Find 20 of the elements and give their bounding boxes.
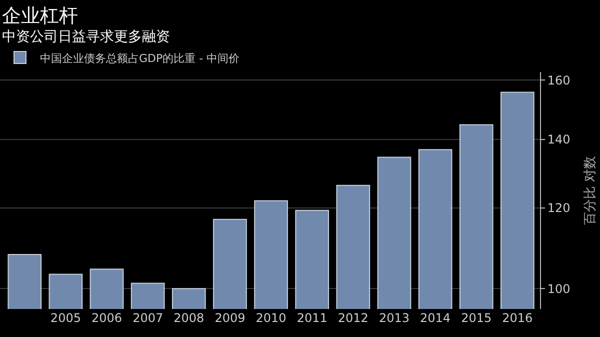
x-tick-label: 2016 <box>502 311 533 325</box>
x-tick-label: 2015 <box>461 311 492 325</box>
x-tick-label: 2009 <box>214 311 246 325</box>
x-tick-label: 2007 <box>132 311 164 325</box>
x-tick-label: 2012 <box>338 311 368 325</box>
x-tick-label: 2005 <box>50 311 81 325</box>
x-tick-label: 2006 <box>91 311 122 325</box>
x-tick-label: 2014 <box>420 311 451 325</box>
x-tick-label: 2008 <box>174 311 204 325</box>
x-tick-label: 2011 <box>296 311 328 325</box>
y-tick-label: 160 <box>547 73 570 88</box>
chart-title: 企业杠杆 <box>2 5 78 27</box>
legend-label: 中国企业债务总额占GDP的比重 - 中间价 <box>40 52 240 65</box>
x-tick-label: 2010 <box>256 311 286 325</box>
y-axis-title: 百分比 对数 <box>582 156 598 226</box>
y-tick-label: 100 <box>547 282 570 296</box>
x-tick-label: 2013 <box>378 311 410 325</box>
y-tick-label: 140 <box>547 132 570 147</box>
y-tick-label: 120 <box>547 200 570 215</box>
chart-subtitle: 中资公司日益寻求更多融资 <box>2 29 170 45</box>
